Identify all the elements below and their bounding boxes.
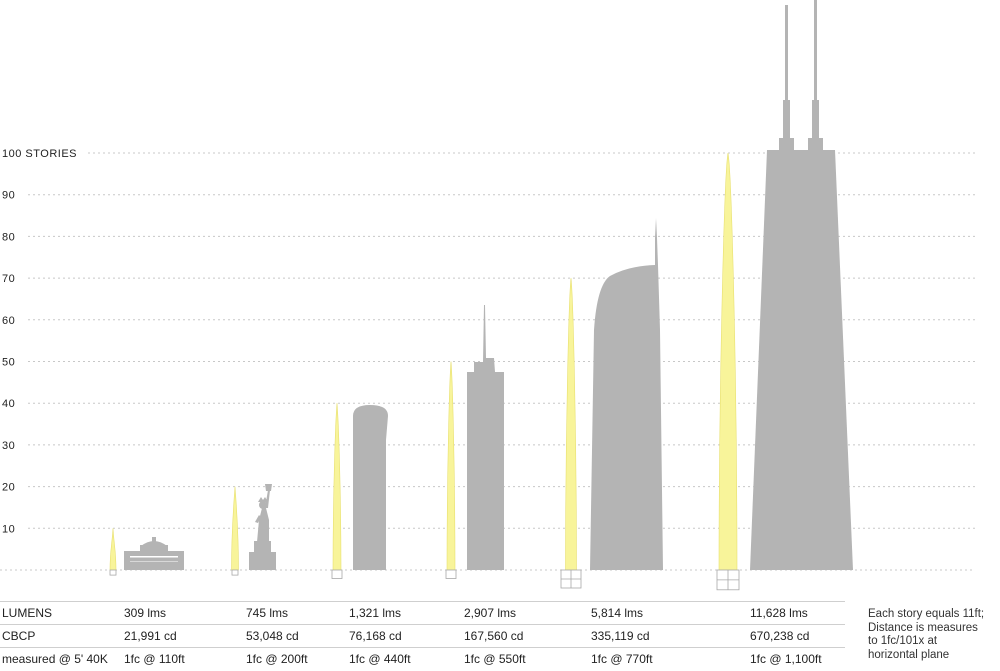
row-measured: measured @ 5' 40K 1fc @ 110ft 1fc @ 200f… [0,647,845,671]
building-1-small-house [124,537,184,570]
lumens-value: 11,628 lms [750,606,808,620]
cbcp-value: 335,119 cd [591,629,650,643]
measured-value: 1fc @ 440ft [349,652,411,666]
lumens-value: 745 lms [246,606,289,620]
y-tick-label: 70 [2,273,15,285]
row-cbcp: CBCP 21,991 cd 53,048 cd 76,168 cd 167,5… [0,624,845,648]
y-tick-label: 10 [2,523,15,535]
footnote-line: Each story equals 11ft; [868,608,985,620]
measured-value: 1fc @ 1,100ft [750,652,822,666]
footnote-line: Distance is measures [868,621,978,634]
footnote-line: to 1fc/101x at [868,635,938,647]
cbcp-value: 21,991 cd [124,629,177,643]
cbcp-value: 76,168 cd [349,629,402,643]
row-label-cbcp: CBCP [2,629,36,643]
fixture-4 [445,569,457,579]
measured-value: 1fc @ 550ft [464,652,526,666]
cbcp-value: 53,048 cd [246,629,299,643]
y-tick-label: 100 STORIES [2,148,77,160]
row-label-lumens: LUMENS [2,606,53,620]
lumens-value: 2,907 lms [464,606,517,620]
building-6-twin-antenna-tower [750,0,853,570]
building-2-statue-of-liberty [249,484,276,570]
y-tick-label: 80 [2,231,15,243]
footnote: Each story equals 11ft; Distance is meas… [868,608,1000,662]
y-tick-label: 40 [2,398,15,410]
building-3-rounded-tower [353,405,388,570]
building-silhouettes [124,0,853,570]
cbcp-value: 167,560 cd [464,629,524,643]
measured-value: 1fc @ 200ft [246,652,308,666]
cbcp-value: 670,238 cd [750,629,810,643]
fixture-1 [109,569,117,576]
specs-table: LUMENS 309 lms 745 lms 1,321 lms 2,907 l… [0,601,1000,670]
fixture-2 [231,569,239,576]
y-tick-label: 30 [2,440,15,452]
y-axis-tick-labels: 10 20 30 40 50 60 70 80 90 100 STORIES [2,148,77,535]
fixture-3 [331,569,343,579]
y-tick-label: 50 [2,357,15,369]
lumens-value: 5,814 lms [591,606,644,620]
lumens-value: 1,321 lms [349,606,402,620]
building-5-curved-tower [590,218,663,570]
lumens-value: 309 lms [124,606,167,620]
y-tick-label: 90 [2,190,15,202]
row-lumens: LUMENS 309 lms 745 lms 1,321 lms 2,907 l… [0,601,845,625]
beam-2 [231,486,239,571]
footnote-line: horizontal plane [868,648,950,661]
beam-6 [718,152,738,571]
beam-4 [446,361,456,571]
row-label-measured: measured @ 5' 40K [2,652,108,666]
building-4-setback-tower [467,305,504,570]
beam-5 [565,278,577,571]
light-beams [109,152,738,571]
y-tick-label: 60 [2,315,15,327]
beam-1 [109,528,117,571]
y-tick-label: 20 [2,482,15,494]
light-fixtures [109,569,740,591]
measured-value: 1fc @ 110ft [124,652,185,666]
beam-3 [332,403,342,571]
measured-value: 1fc @ 770ft [591,652,653,666]
light-throw-chart: 10 20 30 40 50 60 70 80 90 100 STORIES [0,0,975,591]
